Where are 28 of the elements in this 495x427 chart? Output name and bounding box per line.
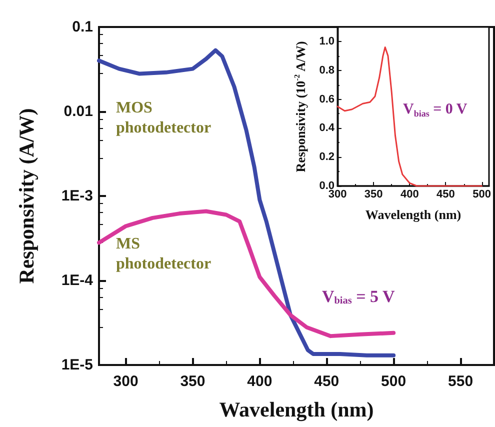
y-tick-label: 0.6 <box>319 93 334 106</box>
x-tick-label: 350 <box>364 188 383 200</box>
series-label: MS photodetector <box>116 236 212 272</box>
x-tick-label: 350 <box>180 373 206 390</box>
y-tick-label: 1.0 <box>319 35 334 48</box>
line-series <box>336 46 483 187</box>
x-tick-label: 450 <box>314 373 340 390</box>
x-tick-label: 550 <box>448 373 474 390</box>
y-tick-label: 0.8 <box>319 64 334 76</box>
y-tick-label: 1E-5 <box>61 356 93 374</box>
y-tick-label: 0.4 <box>319 122 336 134</box>
x-tick-label: 500 <box>472 188 491 200</box>
y-tick-label: 1E-4 <box>61 272 94 289</box>
x-tick-label: 450 <box>436 188 455 200</box>
x-axis-title: Wavelength (nm) <box>365 207 462 222</box>
x-tick-label: 400 <box>247 373 272 390</box>
y-axis-title: Responsivity (A/W) <box>14 108 38 284</box>
y-tick-label: 0.2 <box>319 151 334 164</box>
x-tick-label: 500 <box>381 373 406 390</box>
y-tick-label: 0.01 <box>64 103 93 120</box>
x-axis-title: Wavelength (nm) <box>219 398 374 422</box>
y-tick-label: 1E-3 <box>61 188 93 204</box>
series-label: MOS photodetector <box>116 100 212 136</box>
y-tick-label: 0.1 <box>72 18 93 36</box>
x-tick-label: 300 <box>328 188 347 200</box>
x-tick-label: 300 <box>113 373 138 390</box>
x-tick-label: 400 <box>400 188 419 200</box>
annotation: Vbias = 5 V <box>322 287 396 306</box>
